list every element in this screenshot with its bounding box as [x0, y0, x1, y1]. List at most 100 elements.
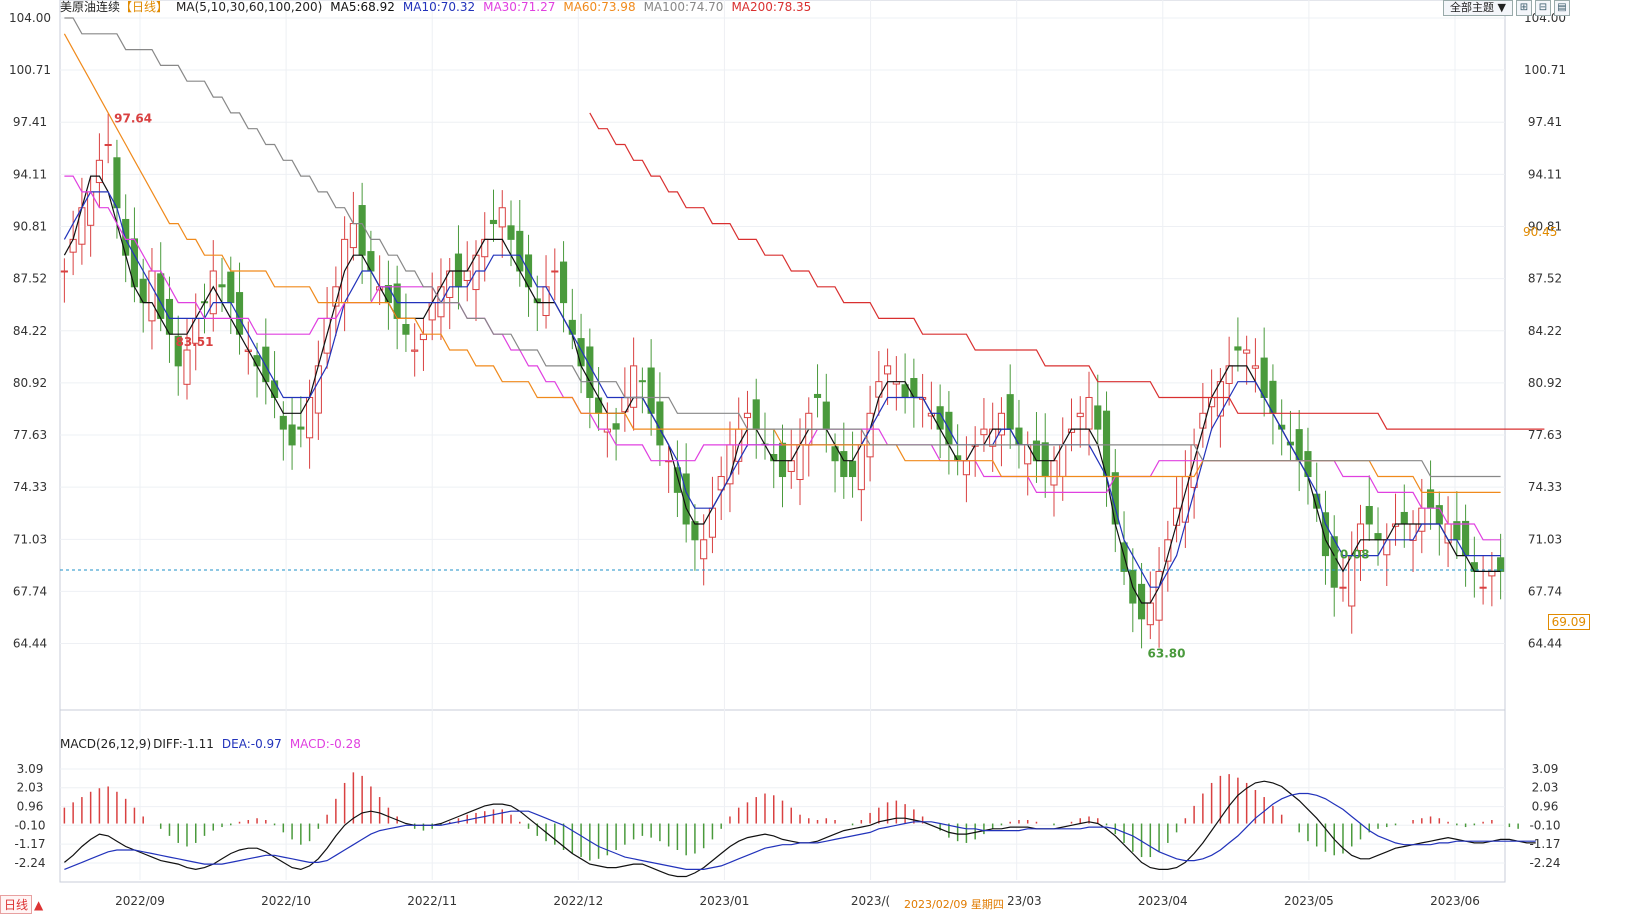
candle-body: [989, 428, 997, 447]
theme-label: 全部主题: [1450, 1, 1495, 14]
candle-body: [962, 460, 970, 476]
candle-body: [813, 393, 822, 398]
macd-tick-label: -0.10: [1529, 818, 1560, 832]
macd-value: MACD:-0.28: [289, 737, 361, 751]
price-tick-label-left: 71.03: [13, 532, 47, 546]
up-arrow-icon[interactable]: ▲: [34, 897, 44, 912]
candle-body: [288, 424, 296, 446]
x-axis-label: 2022/09: [115, 894, 165, 908]
legend-ma200: MA200:78.35: [731, 0, 812, 14]
price-tick-label-left: 80.92: [13, 376, 47, 390]
candle-body: [1234, 346, 1242, 351]
legend-name: 美原油连续: [60, 0, 121, 14]
candle-body: [1006, 394, 1014, 430]
candle-body: [1348, 555, 1356, 607]
price-tick-label: 80.92: [1528, 376, 1562, 390]
zoom-out-icon[interactable]: ⊟: [1535, 0, 1551, 16]
candle-body: [1488, 570, 1496, 577]
candle-body: [1497, 557, 1505, 572]
price-tick-label: 64.44: [1528, 637, 1562, 651]
candle-body: [262, 346, 270, 383]
candle-body: [752, 399, 760, 430]
legend-period[interactable]: 【日线】: [120, 0, 169, 14]
candle-body: [157, 273, 165, 319]
legend-ma-params[interactable]: MA(5,10,30,60,100,200): [176, 0, 323, 14]
candle-body: [253, 355, 261, 367]
x-axis-label: 2023/(: [851, 894, 890, 908]
candle-body: [997, 412, 1006, 436]
candle-body: [60, 270, 68, 273]
candle-body: [279, 415, 287, 430]
candle-body: [568, 319, 576, 335]
price-tick-label: 90.81: [1528, 220, 1562, 234]
candle-body: [472, 254, 480, 291]
candle-body: [1400, 511, 1408, 525]
candle-body: [1050, 460, 1058, 486]
candle-body: [1164, 539, 1172, 562]
candle-body: [647, 367, 655, 414]
candle-body: [630, 365, 638, 408]
candle-body: [174, 335, 182, 367]
x-axis-label: 2023/04: [1138, 894, 1188, 908]
candle-body: [796, 444, 804, 481]
dock-icon[interactable]: ▤: [1554, 0, 1570, 16]
period-label: 日线: [0, 895, 33, 914]
price-tick-label-left: 87.52: [13, 272, 47, 286]
macd-params[interactable]: MACD(26,12,9): [60, 737, 152, 751]
candle-body: [656, 401, 664, 446]
candle-body: [717, 476, 725, 491]
legend-ma60: MA60:73.98: [563, 0, 636, 14]
candle-body: [1146, 602, 1154, 626]
candle-body: [840, 451, 848, 478]
candle-body: [349, 223, 357, 249]
candle-body: [980, 428, 988, 436]
price-tick-label: 84.22: [1528, 324, 1562, 338]
candle-body: [1462, 520, 1470, 557]
candle-body: [1479, 586, 1487, 589]
macd-diff: DIFF:-1.11: [153, 737, 214, 751]
price-tick-label-left: 97.41: [13, 115, 47, 129]
candle-body: [384, 285, 392, 304]
macd-tick-label-left: -0.10: [14, 818, 45, 832]
candle-body: [1085, 396, 1093, 430]
candle-body: [577, 338, 585, 367]
price-tick-label-left: 64.44: [13, 637, 47, 651]
candle-body: [1356, 523, 1365, 551]
candle-body: [743, 412, 752, 419]
candle-body: [69, 238, 77, 253]
candle-body: [1374, 533, 1382, 541]
zoom-in-icon[interactable]: ⊞: [1516, 0, 1532, 16]
x-axis-label: 2022/10: [261, 894, 311, 908]
candle-body: [1409, 523, 1417, 541]
price-tick-label: 87.52: [1528, 272, 1562, 286]
candle-body: [1137, 583, 1146, 620]
price-annotation: 63.80: [1148, 647, 1186, 661]
candle-body: [463, 270, 471, 281]
x-axis-label: 2023/05: [1284, 894, 1334, 908]
macd-tick-label: 2.03: [1532, 781, 1559, 795]
price-tick-label-left: 84.22: [13, 324, 47, 338]
candle-body: [551, 270, 559, 273]
price-tick-label-left: 67.74: [13, 584, 47, 598]
candle-body: [481, 238, 489, 258]
candle-body: [778, 442, 787, 478]
macd-dea: DEA:-0.97: [221, 737, 282, 751]
candle-body: [218, 284, 226, 288]
theme-dropdown[interactable]: 全部主题 ▼: [1443, 0, 1513, 16]
macd-tick-label: 0.96: [1532, 800, 1559, 814]
candle-body: [507, 225, 515, 240]
x-axis-label: 2023/06: [1430, 894, 1480, 908]
candle-body: [638, 380, 646, 383]
candle-body: [1339, 586, 1347, 589]
candle-body: [358, 205, 366, 256]
macd-tick-label-left: -1.17: [14, 837, 45, 851]
candle-body: [884, 365, 892, 375]
candle-body: [1321, 512, 1330, 557]
period-switch[interactable]: 日线 ▲: [0, 895, 43, 914]
candle-body: [297, 426, 305, 430]
candle-body: [428, 302, 436, 321]
price-tick-label-left: 90.81: [13, 220, 47, 234]
macd-legend: MACD(26,12,9) DIFF:-1.11 DEA:-0.97 MACD:-0.…: [60, 737, 369, 751]
candle-body: [700, 539, 708, 560]
